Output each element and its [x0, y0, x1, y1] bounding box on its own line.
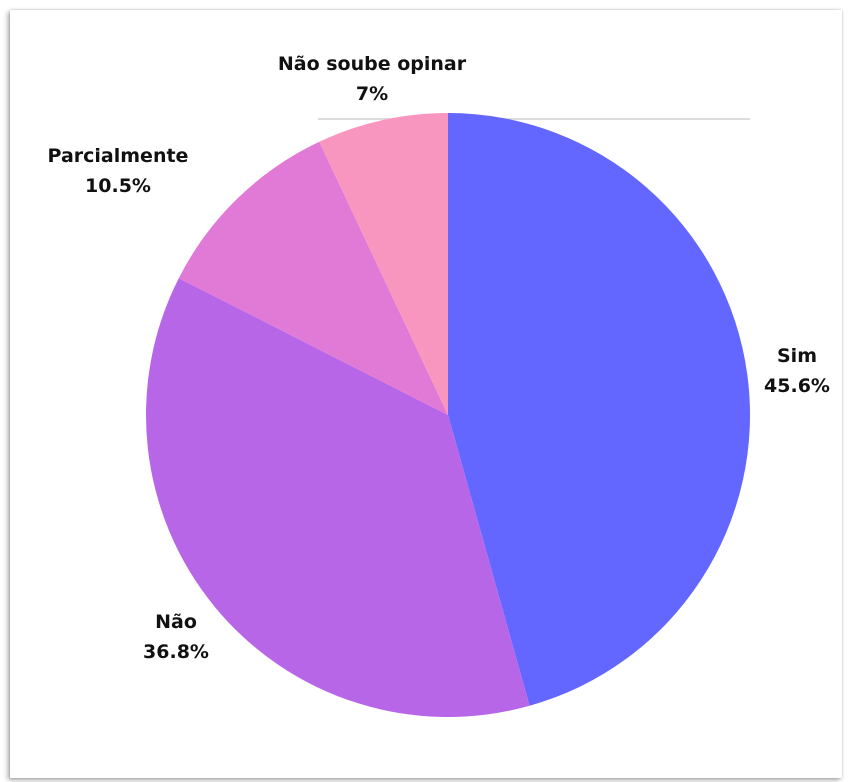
- slice-label-name: Não: [155, 611, 197, 633]
- slice-label-name: Parcialmente: [48, 145, 189, 167]
- slice-labels: Sim 45.6% Não 36.8% Parcialmente 10.5% Não sou…: [48, 53, 830, 663]
- pie-slice-parcialmente: [178, 141, 448, 416]
- slice-label-value: 45.6%: [764, 375, 830, 397]
- pie-slice-n-o: [146, 278, 530, 718]
- slice-label-name: Sim: [777, 345, 817, 367]
- pie-slice-n-o-soube-opinar: [319, 113, 448, 415]
- pie-slice-sim: [448, 113, 751, 706]
- pie-slices: [146, 113, 751, 718]
- slice-label-value: 10.5%: [85, 175, 151, 197]
- slice-label-name: Não soube opinar: [278, 53, 467, 75]
- slice-label-value: 36.8%: [143, 641, 209, 663]
- slice-label-value: 7%: [356, 83, 388, 105]
